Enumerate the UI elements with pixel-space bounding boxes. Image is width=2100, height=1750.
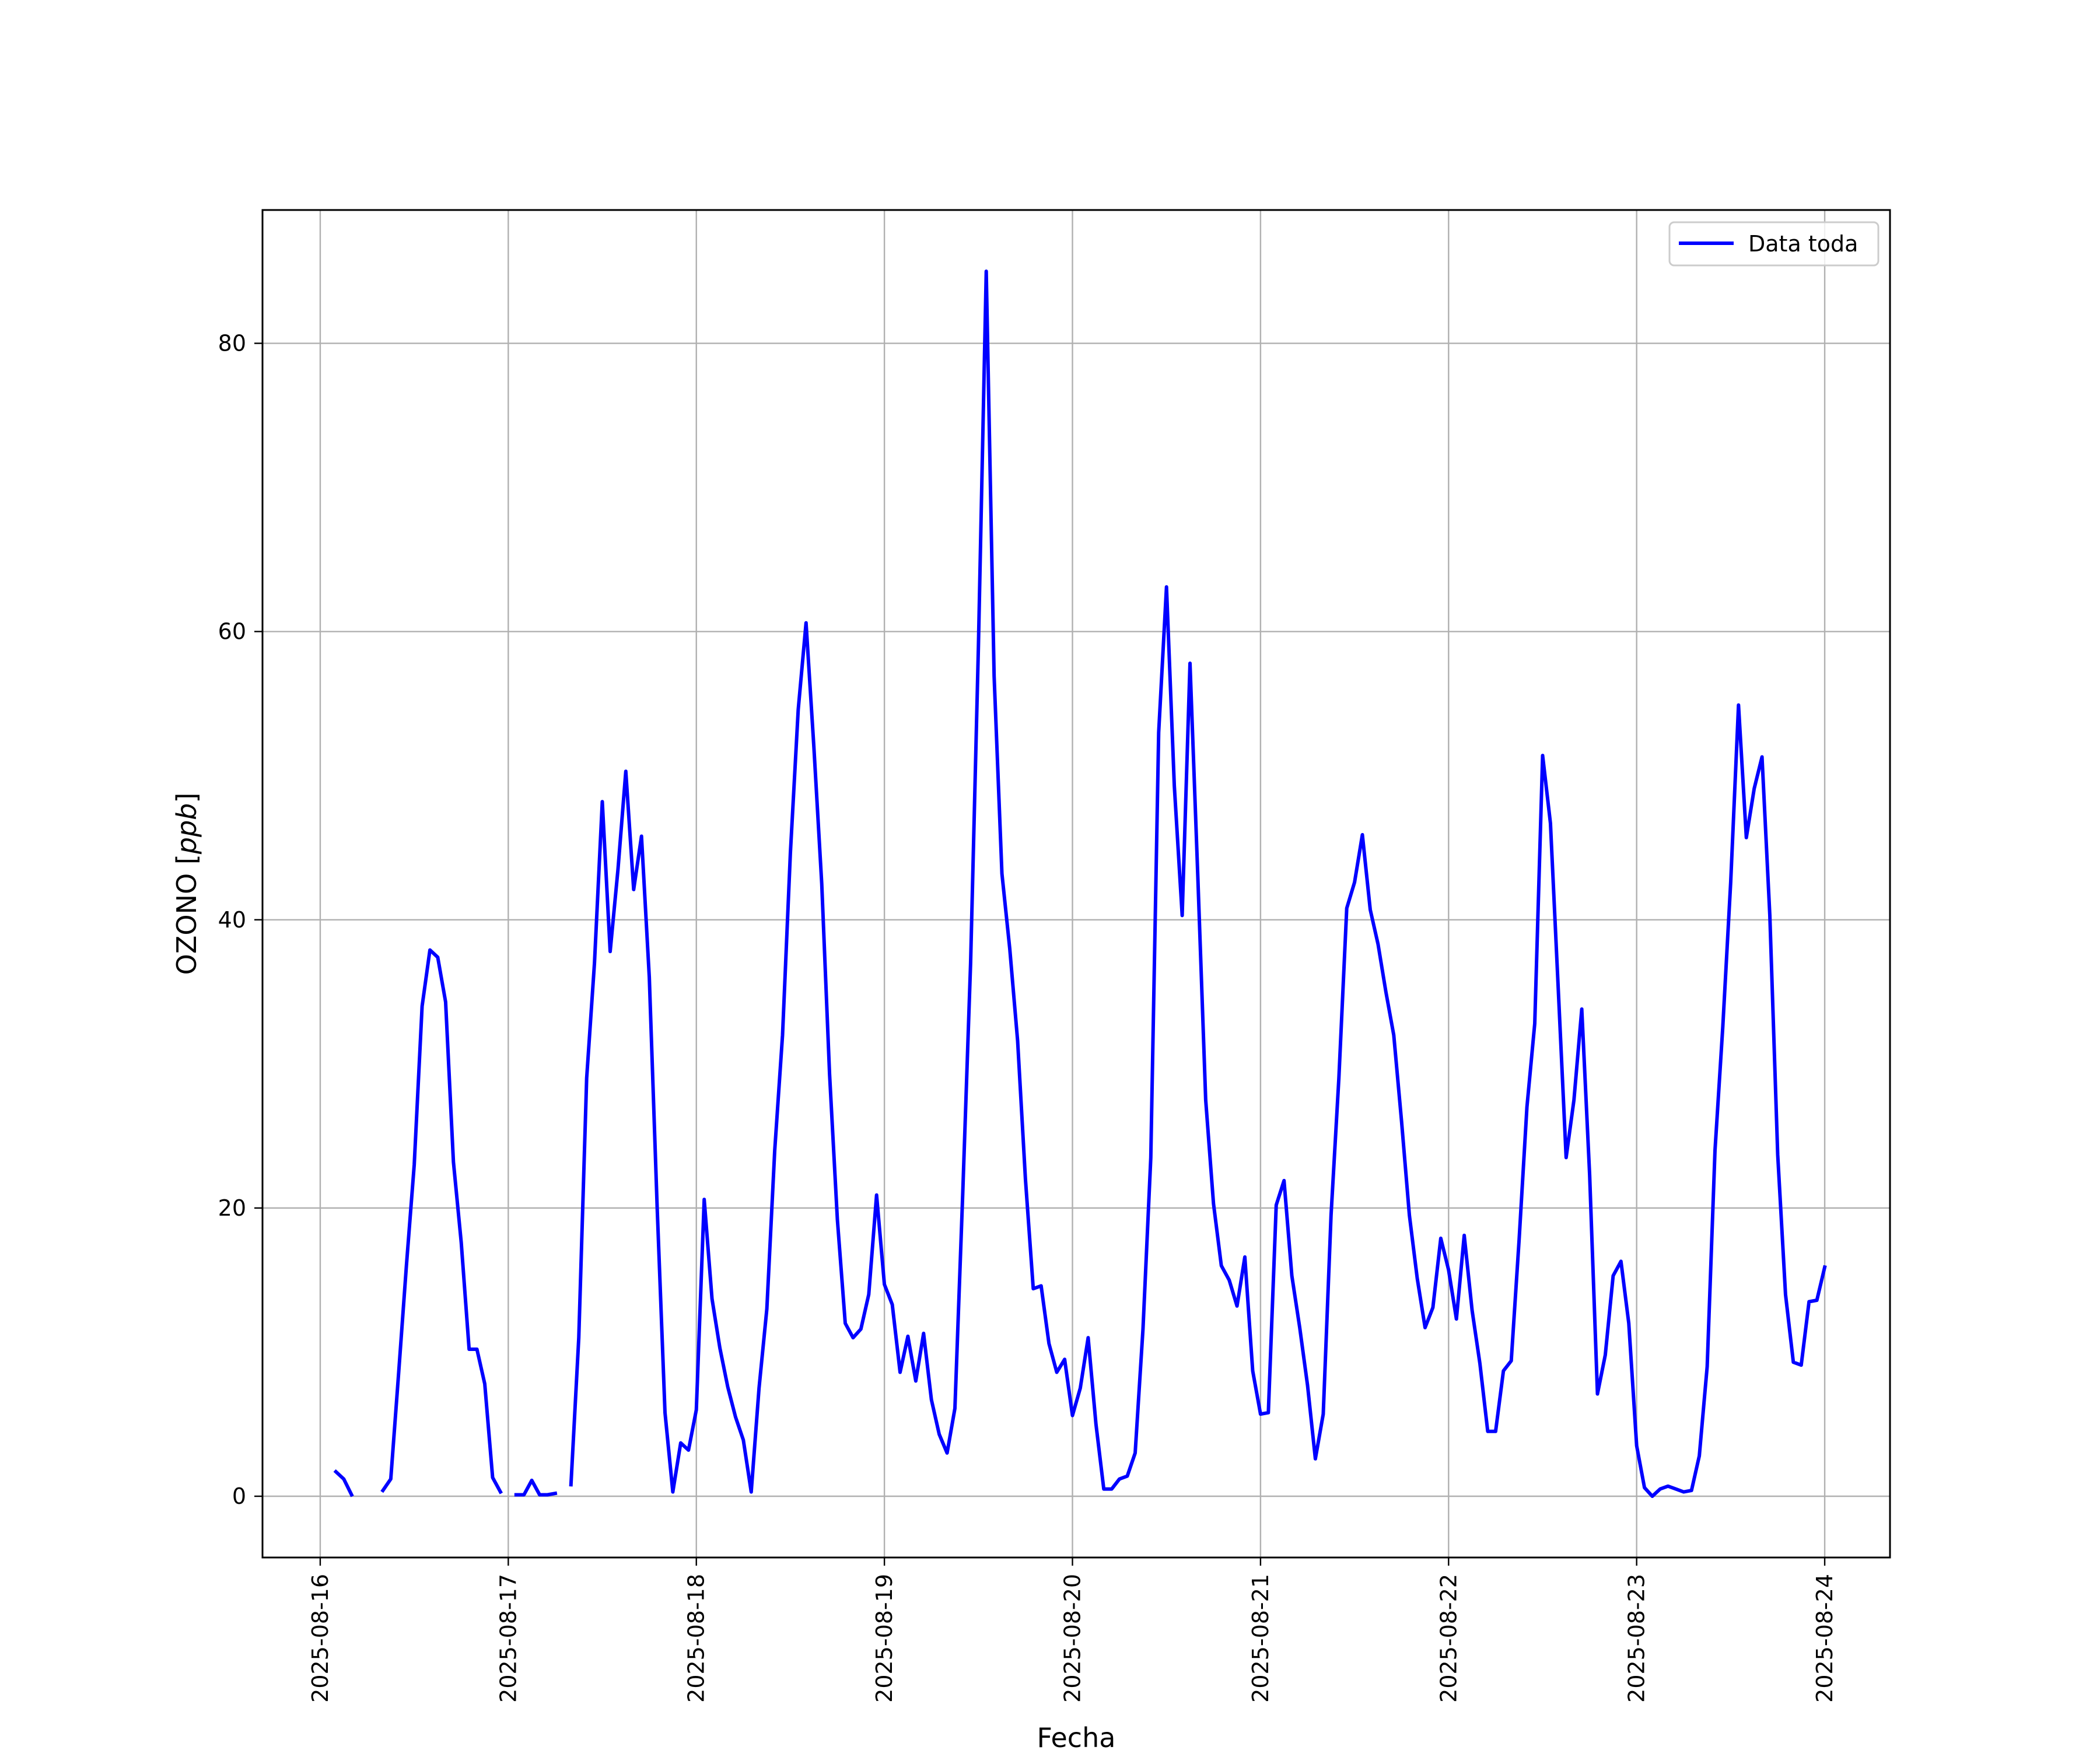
x-tick-label: 2025-08-19 <box>872 1574 897 1703</box>
x-tick-label: 2025-08-21 <box>1248 1574 1273 1703</box>
legend-box <box>1668 221 1880 267</box>
x-axis-label: Fecha <box>1037 1722 1116 1750</box>
series-layer <box>333 270 1827 1498</box>
y-tick-label: 80 <box>218 331 246 356</box>
series-line <box>514 1478 558 1497</box>
y-axis-label: OZONO [ppb] <box>171 793 202 975</box>
x-tick-label: 2025-08-23 <box>1624 1574 1650 1703</box>
y-axis: 0 20 40 60 80 <box>218 331 262 1509</box>
series-line <box>569 270 1827 1498</box>
x-tick-label: 2025-08-20 <box>1060 1574 1086 1703</box>
y-tick-label: 60 <box>218 619 246 645</box>
plot-area <box>262 210 1890 1558</box>
x-tick-label: 2025-08-24 <box>1812 1574 1838 1703</box>
x-axis: 2025-08-16 2025-08-17 2025-08-18 2025-08-19… <box>307 1558 1838 1703</box>
y-tick-label: 20 <box>218 1195 246 1221</box>
series-line <box>380 948 503 1494</box>
plot-frame <box>261 209 1891 1559</box>
x-tick-label: 2025-08-17 <box>495 1574 521 1703</box>
grid <box>262 210 1890 1558</box>
x-tick-label: 2025-08-18 <box>684 1574 709 1703</box>
y-axis-label-unit: ppb <box>171 803 202 855</box>
legend-label: Data toda <box>1748 231 1858 257</box>
x-tick-label: 2025-08-16 <box>307 1574 333 1703</box>
series-line <box>333 1469 354 1497</box>
y-tick-label: 40 <box>218 907 246 933</box>
x-tick-label: 2025-08-22 <box>1436 1574 1461 1703</box>
y-tick-label: 0 <box>232 1483 246 1509</box>
legend: Data toda <box>1668 221 1880 267</box>
y-axis-label-name: OZONO <box>171 873 202 975</box>
